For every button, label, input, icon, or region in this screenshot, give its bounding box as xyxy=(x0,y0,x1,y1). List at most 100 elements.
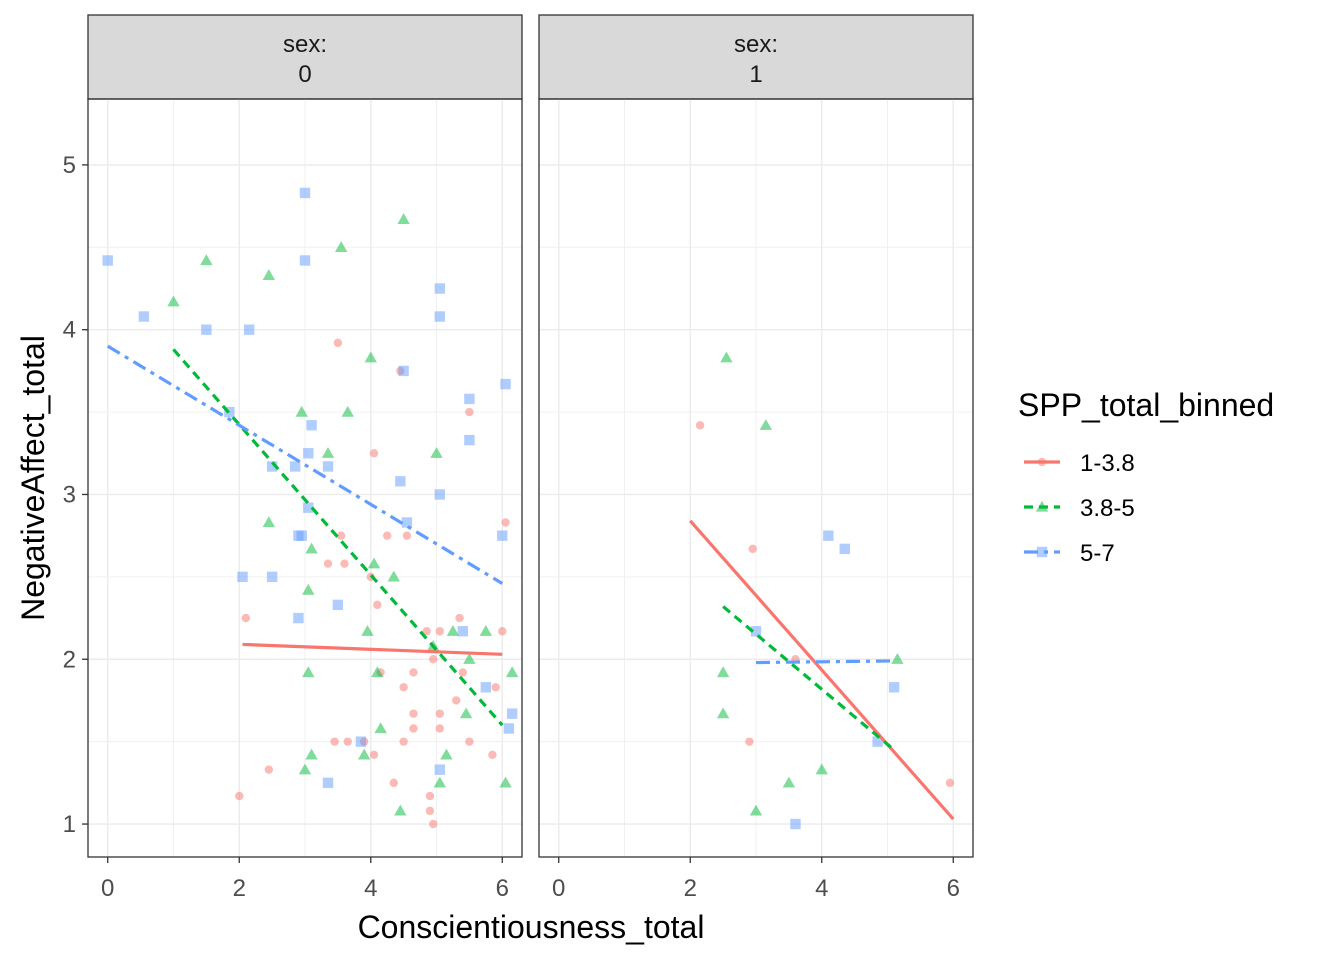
x-tick-label: 4 xyxy=(364,875,377,902)
data-point xyxy=(167,295,180,307)
legend-entry: 3.8-5 xyxy=(1024,495,1135,522)
legend-key-marker xyxy=(1036,546,1048,558)
legend-key-marker xyxy=(1037,457,1047,467)
data-point xyxy=(434,764,446,775)
data-point xyxy=(364,351,377,363)
facet-strip-label: sex: xyxy=(734,31,778,58)
data-point xyxy=(695,421,705,430)
data-point xyxy=(823,530,834,541)
legend-entry-label: 1-3.8 xyxy=(1080,450,1135,477)
data-point xyxy=(321,447,335,458)
series-5-7-points xyxy=(102,187,518,789)
fit-line-3.8-5 xyxy=(722,605,896,752)
data-point xyxy=(336,531,346,540)
data-point xyxy=(102,255,113,266)
data-point xyxy=(243,324,255,335)
data-point xyxy=(435,627,445,636)
data-point xyxy=(815,763,828,775)
x-tick-label: 6 xyxy=(496,875,509,902)
data-point xyxy=(409,724,418,733)
data-point xyxy=(298,763,312,775)
fit-line-3.8-5 xyxy=(172,348,504,727)
data-point xyxy=(464,434,475,446)
data-point xyxy=(429,819,438,829)
y-tick-label: 3 xyxy=(63,481,76,508)
data-point xyxy=(425,791,435,801)
data-point xyxy=(459,707,473,719)
data-point xyxy=(262,516,276,528)
data-point xyxy=(839,543,850,555)
data-point xyxy=(945,778,955,788)
legend-key-marker xyxy=(1035,500,1049,512)
data-point xyxy=(716,707,730,719)
data-point xyxy=(465,737,474,746)
data-point xyxy=(759,419,773,430)
data-point xyxy=(433,776,447,788)
data-point xyxy=(429,655,438,664)
data-point xyxy=(499,776,512,788)
data-point xyxy=(750,626,762,637)
data-point xyxy=(201,324,212,335)
legend-entry: 1-3.8 xyxy=(1024,450,1135,477)
panel-border xyxy=(538,98,974,858)
data-point xyxy=(398,365,409,377)
data-point xyxy=(340,559,349,568)
x-tick-label: 6 xyxy=(947,875,960,902)
data-point xyxy=(506,708,518,719)
data-point xyxy=(480,682,492,693)
data-point xyxy=(200,254,213,266)
data-point xyxy=(237,571,248,583)
y-axis-title: NegativeAffect_total xyxy=(15,335,51,621)
data-point xyxy=(395,476,406,487)
data-point xyxy=(888,682,900,693)
data-point xyxy=(361,625,374,636)
data-point xyxy=(748,544,757,554)
y-tick-label: 4 xyxy=(63,317,76,344)
data-point xyxy=(458,668,468,677)
data-point xyxy=(402,531,412,540)
y-tick-label: 1 xyxy=(63,811,76,838)
data-point xyxy=(264,765,274,774)
data-point xyxy=(399,737,408,746)
data-point xyxy=(289,461,301,472)
facet-strip-label: 0 xyxy=(298,61,311,88)
data-point xyxy=(498,627,507,636)
y-tick-label: 5 xyxy=(63,152,76,179)
legend-entry-label: 5-7 xyxy=(1080,540,1115,567)
panel-border xyxy=(87,98,523,858)
data-point xyxy=(355,736,367,747)
data-point xyxy=(409,668,418,677)
data-point xyxy=(782,776,796,788)
data-point xyxy=(373,600,382,610)
data-point xyxy=(488,750,497,760)
data-point xyxy=(505,666,519,678)
series-3.8-5-points xyxy=(716,351,904,816)
data-point xyxy=(357,748,371,760)
series-5-7-points xyxy=(750,530,900,830)
data-point xyxy=(235,791,244,801)
x-tick-label: 0 xyxy=(552,875,565,902)
data-point xyxy=(369,449,379,458)
data-point xyxy=(305,748,318,760)
data-point xyxy=(430,447,443,458)
fit-line-5-7 xyxy=(755,659,895,665)
data-point xyxy=(491,683,500,692)
data-point xyxy=(330,737,339,746)
legend-entry-label: 3.8-5 xyxy=(1080,495,1135,522)
data-point xyxy=(434,283,446,294)
data-point xyxy=(399,683,408,692)
data-point xyxy=(367,557,381,569)
data-point xyxy=(479,625,493,636)
data-point xyxy=(374,722,387,734)
data-point xyxy=(303,502,314,513)
data-point xyxy=(464,393,475,405)
data-point xyxy=(303,448,314,459)
legend: SPP_total_binned 1-3.8 3.8-5 5-7 xyxy=(1018,387,1274,567)
data-point xyxy=(749,804,763,816)
data-point xyxy=(720,351,733,363)
data-point xyxy=(394,804,407,816)
x-tick-label: 2 xyxy=(684,875,697,902)
data-point xyxy=(302,583,315,595)
data-point xyxy=(343,737,352,746)
